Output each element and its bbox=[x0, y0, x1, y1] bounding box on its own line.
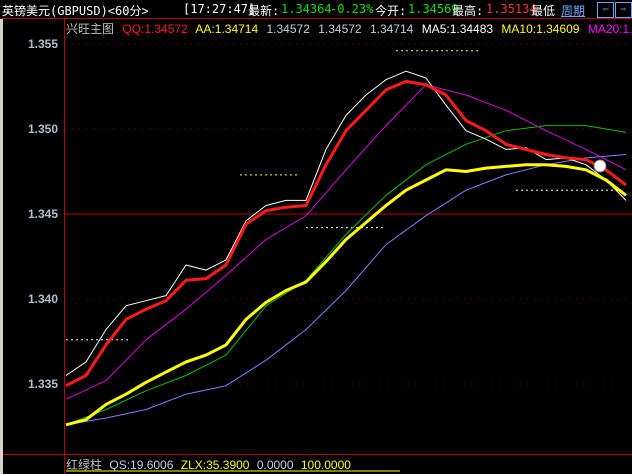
latest-marker-icon bbox=[593, 159, 607, 173]
main-legend: 兴旺主图 QQ:1.34572 AA:1.34714 1.34572 1.345… bbox=[66, 20, 632, 37]
left-edge bbox=[0, 19, 3, 474]
low-label: 最低 bbox=[531, 4, 556, 18]
bottom-legend: 红绿柱 QS:19.6006 ZLX:35.3900 0.0000 100.00… bbox=[66, 456, 355, 473]
legend-ma20: MA20:1.34 bbox=[587, 22, 632, 36]
open-value: 1.34569 bbox=[408, 2, 459, 16]
series-line-green bbox=[65, 125, 627, 426]
series-line-ma20 bbox=[65, 84, 627, 400]
bottom-zlx: ZLX:35.3900 bbox=[180, 458, 250, 472]
y-tick-label: 1.345 bbox=[28, 207, 58, 221]
series-line-qq bbox=[65, 79, 627, 388]
title-bar: 英镑美元(GBPUSD)<60分> [17:27:47] 最新: 1.34364… bbox=[0, 0, 632, 19]
legend-title: 兴旺主图 bbox=[66, 22, 115, 36]
open-label: 今开: bbox=[375, 4, 407, 18]
legend-qq: QQ:1.34572 bbox=[122, 22, 188, 36]
legend-v3: 1.34714 bbox=[369, 22, 414, 36]
legend-v2: 1.34572 bbox=[318, 22, 362, 36]
symbol-title: 英镑美元(GBPUSD)<60分> bbox=[2, 4, 149, 18]
arrow-left-icon[interactable]: ⇦ bbox=[597, 2, 614, 18]
y-axis: 1.355 1.350 1.345 1.340 1.335 bbox=[28, 37, 632, 391]
legend-ma5: MA5:1.34483 bbox=[421, 22, 494, 36]
series-line-white bbox=[65, 70, 627, 376]
latest-value: 1.34364 bbox=[281, 2, 332, 16]
clock: [17:27:47] bbox=[183, 2, 256, 16]
dotted-levels bbox=[66, 50, 620, 341]
legend-aa: AA:1.34714 bbox=[195, 22, 259, 36]
bottom-qs: QS:19.6006 bbox=[109, 458, 174, 472]
y-tick-label: 1.340 bbox=[28, 292, 58, 306]
y-tick-label: 1.350 bbox=[28, 122, 58, 136]
bottom-v1: 0.0000 bbox=[256, 458, 294, 472]
high-value: 1.35134 bbox=[486, 2, 537, 16]
series-line-blue bbox=[65, 154, 627, 426]
latest-label: 最新: bbox=[248, 4, 280, 18]
y-tick-label: 1.335 bbox=[28, 377, 58, 391]
arrow-right-icon[interactable]: ⇨ bbox=[615, 2, 632, 18]
bottom-title: 红绿柱 bbox=[66, 458, 103, 472]
bottom-v2: 100.0000 bbox=[300, 458, 351, 472]
legend-v1: 1.34572 bbox=[266, 22, 310, 36]
nav-buttons: ⇦ ⇨ bbox=[596, 1, 632, 18]
period-link[interactable]: 周期 bbox=[561, 4, 586, 18]
high-label: 最高: bbox=[452, 4, 484, 18]
series-lines bbox=[65, 70, 627, 427]
series-line-aa bbox=[65, 163, 627, 427]
change-value: -0.23% bbox=[330, 2, 374, 16]
legend-ma10: MA10:1.34609 bbox=[501, 22, 580, 36]
y-tick-label: 1.355 bbox=[28, 37, 58, 51]
